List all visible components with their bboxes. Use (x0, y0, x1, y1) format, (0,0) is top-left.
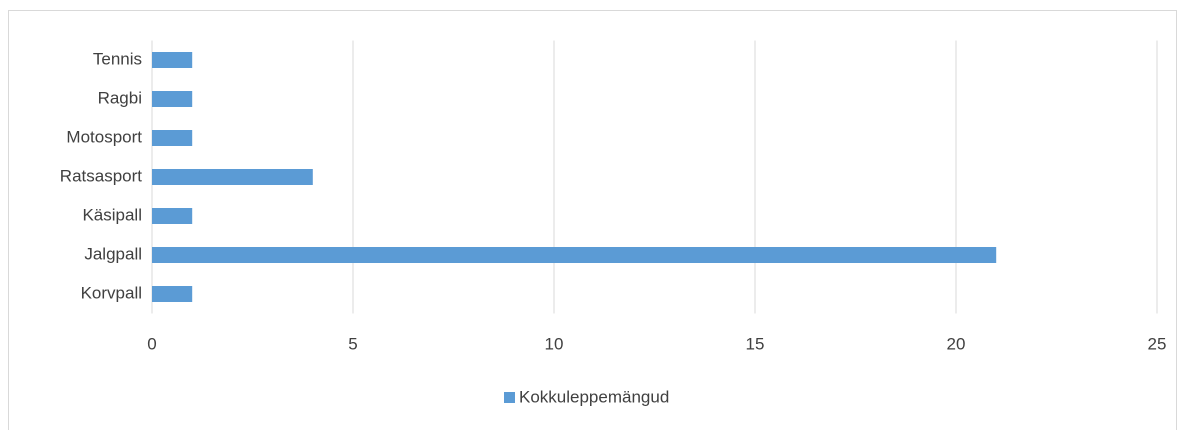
x-tick-label: 0 (147, 334, 156, 353)
y-tick-label: Ratsasport (60, 166, 142, 185)
bar (152, 52, 193, 68)
bar (152, 91, 193, 107)
x-tick-label: 10 (545, 334, 564, 353)
legend-label: Kokkuleppemängud (519, 387, 669, 406)
bar (152, 208, 193, 224)
y-tick-label: Motosport (66, 127, 142, 146)
y-tick-label: Tennis (93, 49, 142, 68)
bar (152, 169, 313, 185)
bar (152, 247, 997, 263)
x-tick-label: 5 (348, 334, 357, 353)
x-tick-label: 25 (1148, 334, 1167, 353)
y-tick-label: Korvpall (81, 283, 142, 302)
y-tick-label: Ragbi (98, 88, 142, 107)
y-tick-label: Käsipall (82, 205, 142, 224)
chart-border (8, 10, 1177, 430)
bar (152, 130, 193, 146)
x-tick-label: 15 (746, 334, 765, 353)
bar (152, 286, 193, 302)
x-tick-label: 20 (947, 334, 966, 353)
y-tick-label: Jalgpall (84, 244, 142, 263)
legend-swatch (504, 392, 515, 403)
